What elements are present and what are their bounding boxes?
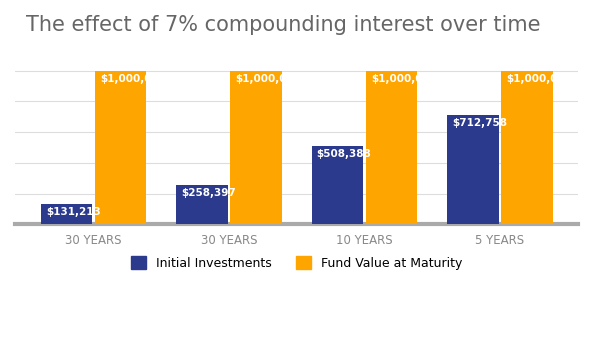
Bar: [311, 146, 363, 224]
Text: $1,000,000: $1,000,000: [371, 74, 437, 84]
Bar: [366, 71, 417, 224]
Text: $1,000,000: $1,000,000: [100, 74, 166, 84]
Text: $712,758: $712,758: [452, 118, 507, 128]
Bar: [230, 71, 282, 224]
Text: $131,213: $131,213: [46, 207, 101, 217]
Text: $258,397: $258,397: [181, 188, 236, 198]
Bar: [95, 71, 146, 224]
Text: The effect of 7% compounding interest over time: The effect of 7% compounding interest ov…: [26, 15, 541, 35]
Text: $508,388: $508,388: [317, 149, 371, 159]
Bar: [501, 71, 553, 224]
Bar: [176, 185, 227, 224]
Bar: [41, 204, 92, 224]
Bar: [447, 115, 499, 224]
Legend: Initial Investments, Fund Value at Maturity: Initial Investments, Fund Value at Matur…: [125, 251, 468, 275]
Text: $1,000,000: $1,000,000: [506, 74, 572, 84]
Text: $1,000,000: $1,000,000: [235, 74, 301, 84]
